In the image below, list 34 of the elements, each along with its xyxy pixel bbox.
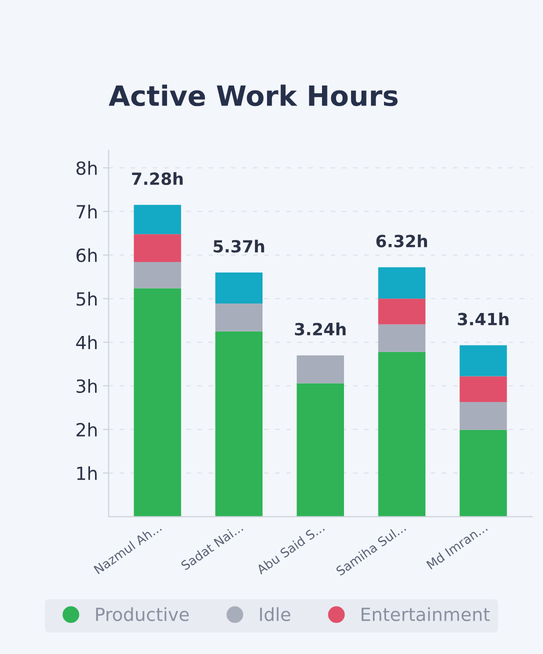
bar (378, 267, 426, 299)
bar (296, 383, 344, 517)
legend-label: Entertainment (362, 607, 490, 622)
y-tick-label: 8h (76, 161, 97, 175)
bar (460, 376, 507, 402)
bar (134, 204, 182, 234)
y-tick-label: 1h (77, 466, 97, 480)
bar (296, 355, 344, 384)
bar (460, 402, 507, 430)
legend-label: Idle (260, 607, 290, 622)
y-tick-label: 6h (76, 248, 97, 262)
bar (134, 288, 182, 517)
y-tick-label: 3h (76, 379, 97, 393)
legend-label: Productive (96, 607, 189, 622)
bar (378, 324, 426, 352)
annotation: 3.24h (294, 322, 346, 336)
y-tick-label: 5h (76, 292, 97, 306)
annotation: 5.37h (214, 240, 264, 253)
y-tick-label: 2h (76, 422, 97, 436)
annotation: 3.41h (458, 312, 508, 326)
y-tick-label: 4h (76, 335, 97, 350)
bar (460, 430, 507, 517)
annotation: 7.28h (132, 172, 183, 186)
bar (378, 298, 426, 324)
bar (134, 262, 182, 288)
bar (134, 234, 182, 262)
bar (378, 352, 426, 517)
bar (215, 272, 263, 304)
y-tick-label: 7h (76, 204, 97, 218)
annotation: 6.32h (376, 234, 428, 248)
chart-title: Active Work Hours (108, 84, 398, 106)
bar (215, 303, 263, 332)
bar (215, 331, 263, 517)
bar (460, 345, 507, 376)
